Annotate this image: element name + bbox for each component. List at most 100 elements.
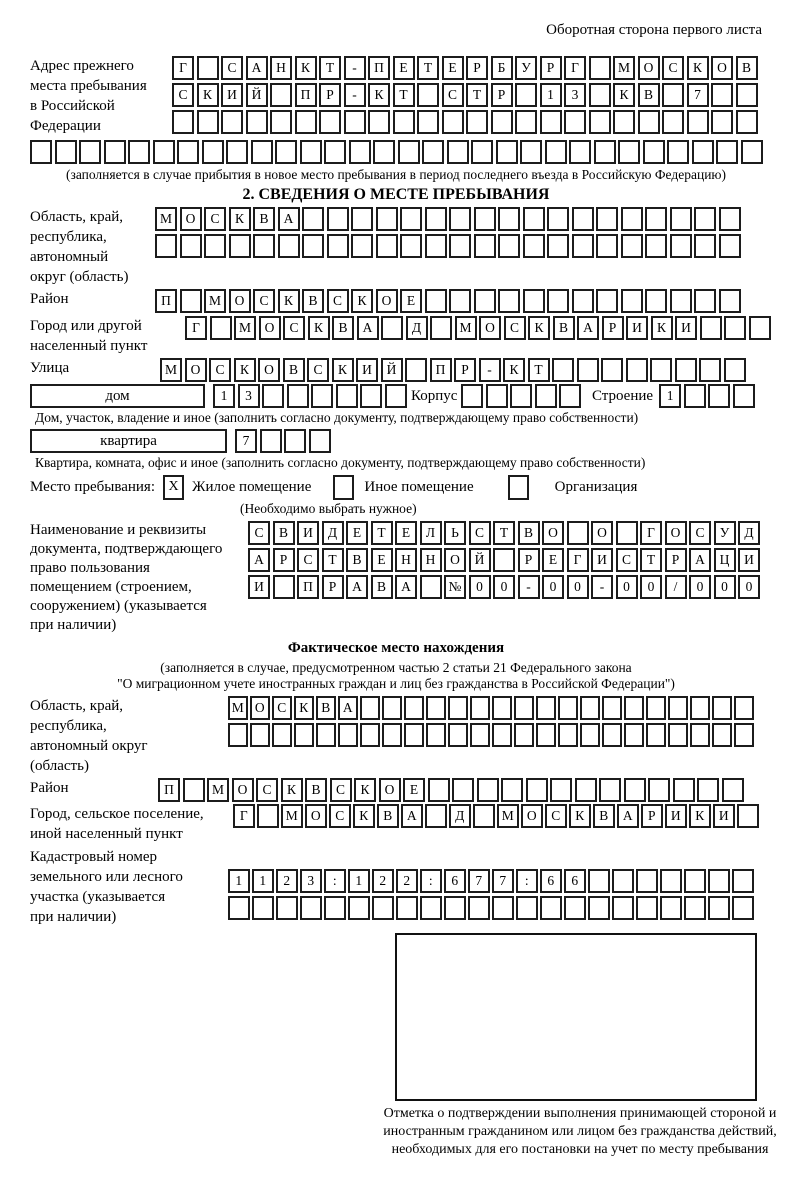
char-box: А xyxy=(617,804,639,828)
char-box xyxy=(669,207,692,231)
char-box: Т xyxy=(493,521,515,545)
char-box xyxy=(343,110,366,134)
char-box xyxy=(348,140,371,164)
char-box xyxy=(473,289,496,313)
stay-option-residential-label: Жилое помещение xyxy=(192,478,312,495)
char-box xyxy=(662,83,684,107)
char-box: И xyxy=(297,521,319,545)
char-box xyxy=(373,140,395,164)
apartment-row: квартира 7 xyxy=(30,429,762,453)
char-box xyxy=(250,723,270,747)
char-box: : xyxy=(324,869,346,893)
char-box xyxy=(417,110,439,134)
char-box xyxy=(539,110,562,134)
char-box: О xyxy=(305,804,327,828)
char-box xyxy=(571,234,594,258)
actual-location-title: Фактическое место нахождения xyxy=(287,640,505,656)
char-box xyxy=(253,234,275,258)
char-box xyxy=(461,384,484,408)
char-box xyxy=(368,110,390,134)
region-block: Область, край, республика, автономный ок… xyxy=(30,207,762,287)
char-box xyxy=(427,778,450,802)
char-box xyxy=(444,896,466,920)
char-box: С xyxy=(307,358,329,382)
char-box xyxy=(155,234,177,258)
char-box xyxy=(259,429,282,453)
char-box xyxy=(544,140,567,164)
char-box xyxy=(182,778,205,802)
cadastre-row-2 xyxy=(228,896,756,920)
char-box xyxy=(228,234,251,258)
house-type-box: дом xyxy=(30,384,205,408)
char-box xyxy=(669,234,692,258)
char-box: Н xyxy=(395,548,417,572)
char-box xyxy=(400,207,422,231)
char-box: 3 xyxy=(237,384,260,408)
char-box: И xyxy=(591,548,613,572)
char-box xyxy=(103,140,126,164)
char-box: А xyxy=(356,316,379,340)
char-box: 7 xyxy=(235,429,257,453)
char-box: О xyxy=(521,804,543,828)
char-box xyxy=(718,234,741,258)
char-box xyxy=(302,207,324,231)
char-box: П xyxy=(368,56,390,80)
char-box xyxy=(382,696,402,720)
char-box xyxy=(564,110,586,134)
char-box xyxy=(419,575,442,599)
char-box xyxy=(648,778,670,802)
char-box: 2 xyxy=(276,869,298,893)
char-box: Р xyxy=(272,548,295,572)
char-box xyxy=(580,723,600,747)
char-box: К xyxy=(331,358,354,382)
char-box: Г xyxy=(566,548,589,572)
char-box: У xyxy=(713,521,736,545)
char-box xyxy=(624,723,644,747)
char-box: 7 xyxy=(686,83,709,107)
char-box xyxy=(516,896,538,920)
char-box xyxy=(552,358,574,382)
char-box xyxy=(441,110,464,134)
char-box: - xyxy=(591,575,613,599)
apartment-type-box: квартира xyxy=(30,429,227,453)
char-box xyxy=(686,110,709,134)
char-box: А xyxy=(401,804,423,828)
char-box: М xyxy=(613,56,635,80)
char-box: 6 xyxy=(444,869,466,893)
char-box: Й xyxy=(380,358,403,382)
char-box xyxy=(426,723,446,747)
char-box xyxy=(221,110,243,134)
char-box xyxy=(732,896,754,920)
actual-city-block: Город, сельское поселение, иной населенн… xyxy=(30,804,762,844)
char-box xyxy=(602,696,622,720)
char-box: В xyxy=(637,83,660,107)
stamp-area: Отметка о подтверждении выполнения прини… xyxy=(370,933,790,1159)
char-box: Г xyxy=(233,804,255,828)
char-box: П xyxy=(429,358,452,382)
char-box: М xyxy=(228,696,248,720)
char-box xyxy=(699,358,721,382)
actual-region-block: Область, край, республика, автономный ок… xyxy=(30,696,762,776)
char-box xyxy=(646,696,666,720)
char-box: С xyxy=(503,316,526,340)
char-box xyxy=(490,110,513,134)
char-box: С xyxy=(272,696,292,720)
char-box xyxy=(620,207,643,231)
char-box xyxy=(684,896,706,920)
char-box xyxy=(375,234,398,258)
char-box: В xyxy=(253,207,275,231)
char-box: 0 xyxy=(689,575,711,599)
stay-option-other-checkbox xyxy=(333,474,355,500)
char-box xyxy=(471,140,493,164)
char-box xyxy=(593,140,616,164)
char-box xyxy=(624,696,644,720)
char-box: И xyxy=(713,804,735,828)
char-box xyxy=(257,804,279,828)
char-box xyxy=(204,234,226,258)
char-box: О xyxy=(250,696,270,720)
document-block: Наименование и реквизиты документа, подт… xyxy=(30,521,762,635)
char-box xyxy=(426,696,446,720)
char-box xyxy=(708,896,730,920)
char-box: 0 xyxy=(738,575,760,599)
